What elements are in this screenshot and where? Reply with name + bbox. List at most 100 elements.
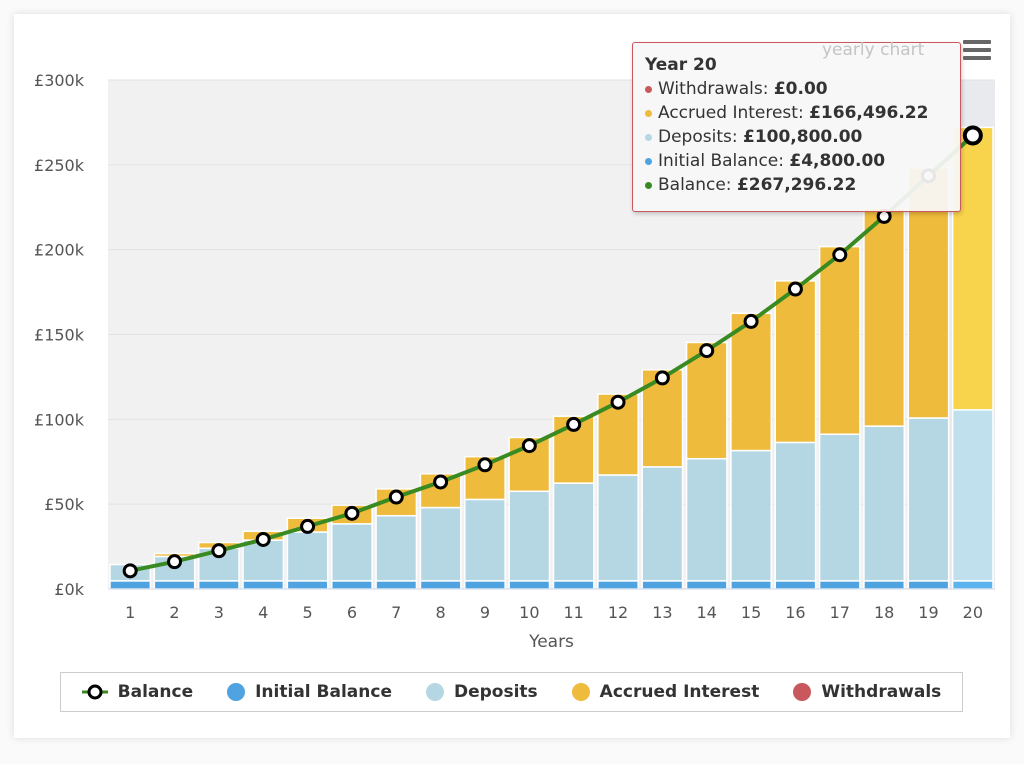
bar-initial-balance xyxy=(286,580,329,590)
bar-deposits xyxy=(951,409,994,582)
tooltip-row-deposits: Deposits: £100,800.00 xyxy=(645,125,948,149)
x-tick-label: 11 xyxy=(563,603,583,622)
bar-deposits xyxy=(419,506,462,582)
y-tick-label: £0k xyxy=(54,580,84,599)
bar-initial-balance xyxy=(331,580,373,590)
tooltip-value: £4,800.00 xyxy=(789,151,886,171)
bar-initial-balance xyxy=(197,580,240,590)
x-axis-title: Years xyxy=(528,632,574,652)
bar-initial-balance xyxy=(375,580,418,590)
bar-initial-balance xyxy=(951,580,994,590)
balance-point xyxy=(832,247,848,263)
dot-icon xyxy=(645,181,652,189)
tooltip-label: Deposits: xyxy=(658,127,743,147)
balance-point xyxy=(876,208,892,224)
balance-point xyxy=(477,457,493,473)
bar-deposits xyxy=(597,474,639,582)
x-tick-label: 15 xyxy=(741,603,761,622)
bar-initial-balance xyxy=(774,580,817,590)
bar-deposits xyxy=(641,466,684,582)
x-tick-label: 7 xyxy=(391,603,401,622)
balance-line xyxy=(129,134,975,573)
bar-deposits xyxy=(286,531,329,582)
bar-initial-balance xyxy=(508,580,551,590)
bar-deposits xyxy=(508,490,551,582)
balance-point xyxy=(962,125,983,146)
balance-point xyxy=(787,281,803,297)
legend-item-deposits[interactable]: Deposits xyxy=(425,682,538,702)
x-tick-label: 6 xyxy=(347,603,357,622)
legend-item-accrued-interest[interactable]: Accrued Interest xyxy=(571,682,760,702)
balance-point xyxy=(433,474,449,490)
bar-initial-balance xyxy=(419,580,462,590)
legend-item-initial-balance[interactable]: Initial Balance xyxy=(227,682,392,702)
tooltip-value: £0.00 xyxy=(773,79,828,99)
x-tick-label: 17 xyxy=(830,603,850,622)
bar-deposits xyxy=(730,449,773,582)
dot-icon xyxy=(645,133,652,141)
balance-point xyxy=(699,343,715,359)
x-tick-label: 8 xyxy=(436,603,446,622)
balance-point xyxy=(255,531,271,547)
tooltip-row-interest: Accrued Interest: £166,496.22 xyxy=(645,101,948,125)
x-tick-label: 9 xyxy=(480,603,490,622)
bar-initial-balance xyxy=(109,580,152,590)
bar-accrued-interest xyxy=(730,312,773,452)
x-tick-label: 3 xyxy=(214,603,224,622)
y-tick-label: £250k xyxy=(34,156,85,175)
x-tick-label: 10 xyxy=(519,603,539,622)
dot-icon xyxy=(645,109,652,117)
bar-initial-balance xyxy=(552,580,595,590)
tooltip-label: Initial Balance: xyxy=(658,151,790,171)
balance-point xyxy=(300,518,316,534)
y-tick-label: £200k xyxy=(34,241,85,260)
tooltip-value: £267,296.22 xyxy=(736,175,857,195)
tooltip-label: Balance: xyxy=(658,175,737,195)
bar-initial-balance xyxy=(685,580,728,590)
circle-icon xyxy=(227,683,246,701)
legend-item-withdrawals[interactable]: Withdrawals xyxy=(793,682,941,702)
tooltip-label: Accrued Interest: xyxy=(658,103,810,123)
tooltip-row-balance: Balance: £267,296.22 xyxy=(645,173,948,197)
bar-deposits xyxy=(331,523,373,582)
bar-deposits xyxy=(685,457,728,582)
bar-initial-balance xyxy=(907,580,950,590)
legend-label: Accrued Interest xyxy=(599,682,760,702)
dot-icon xyxy=(645,157,652,165)
bar-initial-balance xyxy=(730,580,773,590)
x-tick-label: 20 xyxy=(963,603,983,622)
hamburger-icon[interactable] xyxy=(963,40,991,62)
balance-point xyxy=(743,313,759,329)
bar-initial-balance xyxy=(597,580,639,590)
bar-deposits xyxy=(907,417,950,582)
tooltip-label: Withdrawals: xyxy=(658,79,774,99)
legend-label: Withdrawals xyxy=(821,682,942,702)
circle-icon xyxy=(793,683,812,701)
circle-icon xyxy=(571,683,590,701)
tooltip-value: £100,800.00 xyxy=(742,127,863,147)
legend-label: Deposits xyxy=(453,682,538,702)
y-tick-label: £150k xyxy=(34,326,85,345)
balance-point xyxy=(211,543,227,559)
balance-point xyxy=(654,370,670,386)
bar-initial-balance xyxy=(863,580,906,590)
tooltip-value: £166,496.22 xyxy=(809,103,929,123)
balance-point xyxy=(167,554,183,570)
balance-point xyxy=(521,438,537,454)
legend-item-balance[interactable]: Balance xyxy=(81,682,193,702)
x-tick-label: 5 xyxy=(302,603,312,622)
y-tick-label: £100k xyxy=(34,410,85,429)
tooltip: Year 20 Withdrawals: £0.00 Accrued Inter… xyxy=(632,42,961,212)
x-tick-label: 18 xyxy=(874,603,894,622)
circle-icon xyxy=(425,683,444,701)
bar-initial-balance xyxy=(153,580,196,590)
balance-point xyxy=(566,416,582,432)
bar-initial-balance xyxy=(464,580,506,590)
y-tick-label: £50k xyxy=(44,495,85,514)
chart-title-faint: yearly chart xyxy=(822,40,925,60)
x-tick-label: 16 xyxy=(785,603,805,622)
x-tick-label: 13 xyxy=(652,603,672,622)
bar-accrued-interest xyxy=(863,207,906,427)
x-tick-label: 14 xyxy=(697,603,717,622)
x-tick-label: 1 xyxy=(125,603,135,622)
